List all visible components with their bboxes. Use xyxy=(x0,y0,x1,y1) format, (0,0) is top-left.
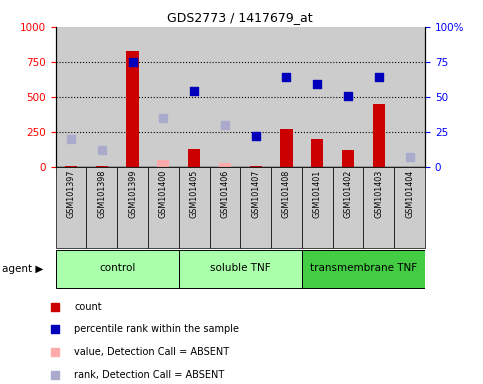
Point xyxy=(67,136,75,142)
Text: percentile rank within the sample: percentile rank within the sample xyxy=(74,324,239,334)
Text: rank, Detection Call = ABSENT: rank, Detection Call = ABSENT xyxy=(74,369,225,380)
Point xyxy=(283,74,290,80)
Text: control: control xyxy=(99,263,135,273)
Point xyxy=(318,248,326,255)
Bar xyxy=(280,129,293,167)
Text: transmembrane TNF: transmembrane TNF xyxy=(310,263,417,273)
Text: GSM101403: GSM101403 xyxy=(374,169,384,218)
Bar xyxy=(86,27,117,167)
Point xyxy=(406,154,413,160)
Bar xyxy=(250,166,262,167)
Text: GSM101398: GSM101398 xyxy=(97,169,106,218)
Text: GSM101401: GSM101401 xyxy=(313,169,322,218)
Bar xyxy=(394,27,425,167)
Text: GSM101407: GSM101407 xyxy=(251,169,260,218)
Bar xyxy=(65,166,77,167)
Point xyxy=(375,74,383,80)
Bar xyxy=(240,27,271,167)
Text: GSM101406: GSM101406 xyxy=(220,169,229,218)
FancyBboxPatch shape xyxy=(86,167,117,248)
FancyBboxPatch shape xyxy=(333,167,364,248)
Text: GSM101404: GSM101404 xyxy=(405,169,414,218)
Bar xyxy=(333,27,364,167)
Point xyxy=(190,88,198,94)
FancyBboxPatch shape xyxy=(210,167,240,248)
Bar xyxy=(148,27,179,167)
Bar xyxy=(373,104,385,167)
Text: GSM101397: GSM101397 xyxy=(67,169,75,218)
Bar xyxy=(188,149,200,167)
FancyBboxPatch shape xyxy=(148,167,179,248)
Bar xyxy=(342,150,354,167)
FancyBboxPatch shape xyxy=(56,167,86,248)
Bar xyxy=(157,160,170,167)
Point xyxy=(252,133,259,139)
Point xyxy=(128,59,136,65)
Bar xyxy=(56,27,86,167)
Text: value, Detection Call = ABSENT: value, Detection Call = ABSENT xyxy=(74,347,229,357)
FancyBboxPatch shape xyxy=(364,167,394,248)
Text: count: count xyxy=(74,302,102,312)
Bar xyxy=(210,27,240,167)
Text: soluble TNF: soluble TNF xyxy=(210,263,270,273)
Bar xyxy=(311,139,324,167)
FancyBboxPatch shape xyxy=(179,167,210,248)
Text: GDS2773 / 1417679_at: GDS2773 / 1417679_at xyxy=(168,12,313,25)
Text: agent ▶: agent ▶ xyxy=(2,264,44,274)
FancyBboxPatch shape xyxy=(271,167,302,248)
Bar xyxy=(219,163,231,167)
FancyBboxPatch shape xyxy=(302,250,425,288)
FancyBboxPatch shape xyxy=(179,250,302,288)
Bar xyxy=(117,27,148,167)
Text: GSM101399: GSM101399 xyxy=(128,169,137,218)
Point xyxy=(98,147,106,153)
Bar xyxy=(96,166,108,167)
Bar xyxy=(302,27,333,167)
FancyBboxPatch shape xyxy=(302,167,333,248)
Bar xyxy=(364,27,394,167)
Point xyxy=(318,43,326,49)
FancyBboxPatch shape xyxy=(394,167,425,248)
Point xyxy=(344,93,352,99)
FancyBboxPatch shape xyxy=(117,167,148,248)
Bar xyxy=(127,51,139,167)
Point xyxy=(159,115,167,121)
Text: GSM101402: GSM101402 xyxy=(343,169,353,218)
Text: GSM101405: GSM101405 xyxy=(190,169,199,218)
FancyBboxPatch shape xyxy=(240,167,271,248)
Text: GSM101408: GSM101408 xyxy=(282,169,291,218)
Bar xyxy=(179,27,210,167)
Bar xyxy=(271,27,302,167)
Point xyxy=(313,81,321,88)
FancyBboxPatch shape xyxy=(56,250,179,288)
Point xyxy=(221,122,229,128)
Text: GSM101400: GSM101400 xyxy=(159,169,168,218)
